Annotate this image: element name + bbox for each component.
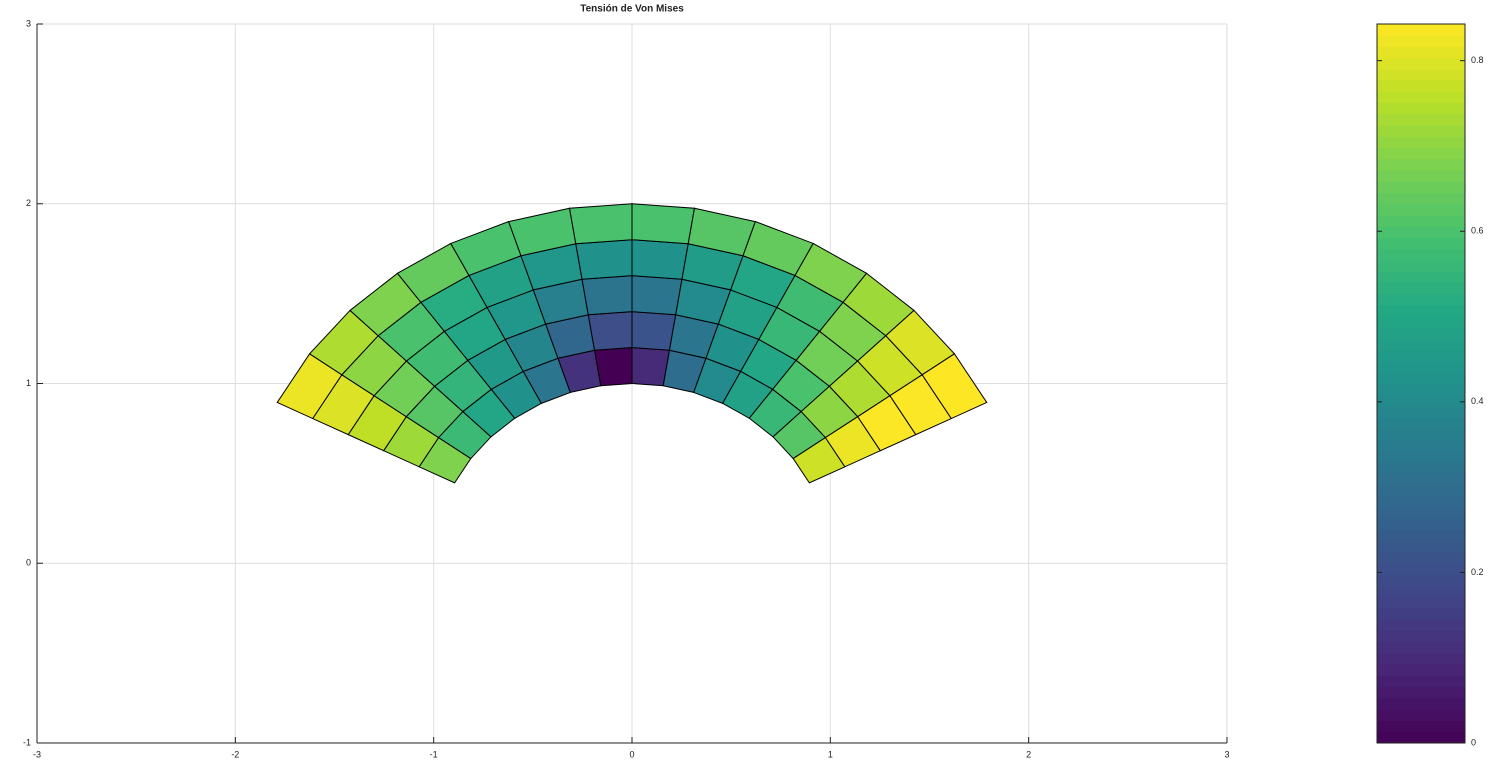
mesh-element	[581, 275, 633, 316]
colorbar-band	[1377, 428, 1465, 441]
colorbar-band	[1377, 372, 1465, 384]
colorbar-band	[1377, 68, 1465, 81]
x-tick-label: -3	[33, 749, 41, 759]
colorbar-band	[1377, 361, 1465, 373]
colorbar-band	[1377, 203, 1465, 216]
x-tick-label: 2	[1026, 749, 1031, 759]
colorbar-band	[1377, 304, 1465, 317]
colorbar-band	[1377, 394, 1465, 407]
colorbar-band	[1377, 585, 1465, 598]
colorbar-frame	[1376, 23, 1466, 744]
y-tick-label: 1	[26, 378, 31, 388]
mesh-element	[631, 203, 696, 245]
colorbar-band	[1377, 91, 1465, 104]
x-tick-label: 3	[1224, 749, 1229, 759]
colorbar-tick-label: 0	[1471, 737, 1476, 747]
y-tick-label: 0	[26, 558, 31, 568]
mesh-element	[587, 311, 633, 351]
colorbar-band	[1377, 57, 1465, 70]
colorbar-band	[1377, 46, 1465, 59]
colorbar-band	[1377, 259, 1465, 272]
chart-title: Tensión de Von Mises	[580, 4, 684, 15]
colorbar-band	[1377, 237, 1465, 250]
colorbar-band	[1377, 529, 1465, 542]
y-tick-label: 2	[26, 198, 31, 208]
colorbar-band	[1377, 214, 1465, 227]
colorbar-band	[1377, 125, 1465, 137]
colorbar-band	[1377, 417, 1465, 429]
colorbar-band	[1377, 552, 1465, 564]
colorbar-tick-label: 0.8	[1471, 55, 1484, 65]
colorbar-band	[1377, 630, 1465, 643]
colorbar-tick-label: 0.6	[1471, 226, 1484, 236]
colorbar-band	[1377, 136, 1465, 149]
colorbar-band	[1377, 80, 1465, 92]
y-tick-label: -1	[23, 737, 31, 747]
colorbar-tick-label: 0.4	[1471, 396, 1484, 406]
colorbar-band	[1377, 439, 1465, 452]
colorbar-band	[1377, 574, 1465, 587]
colorbar-band	[1377, 405, 1465, 418]
colorbar-band	[1377, 473, 1465, 486]
colorbar-band	[1377, 619, 1465, 632]
colorbar-band	[1377, 248, 1465, 261]
colorbar-band	[1377, 720, 1465, 733]
x-tick-label: -2	[231, 749, 239, 759]
colorbar-band	[1377, 349, 1465, 362]
colorbar-band	[1377, 462, 1465, 474]
colorbar-band	[1377, 226, 1465, 238]
colorbar-band	[1377, 675, 1465, 688]
colorbar-band	[1377, 596, 1465, 609]
colorbar-band	[1377, 686, 1465, 699]
colorbar-band	[1377, 338, 1465, 351]
mesh-element	[631, 311, 677, 351]
colorbar-band	[1377, 563, 1465, 575]
colorbar-band	[1377, 102, 1465, 115]
colorbar-band	[1377, 495, 1465, 508]
colorbar-band	[1377, 698, 1465, 710]
colorbar-band	[1377, 653, 1465, 665]
colorbar-band	[1377, 24, 1465, 36]
x-tick-label: -1	[430, 749, 438, 759]
colorbar-band	[1377, 731, 1465, 744]
colorbar-band	[1377, 507, 1465, 519]
y-tick-label: 3	[26, 18, 31, 28]
colorbar-band	[1377, 192, 1465, 205]
mesh-element	[921, 353, 988, 420]
colorbar-band	[1377, 540, 1465, 553]
mesh-element	[568, 203, 633, 245]
x-tick-label: 0	[629, 749, 634, 759]
colorbar-band	[1377, 271, 1465, 283]
mesh-element	[631, 239, 689, 280]
colorbar-band	[1377, 518, 1465, 531]
colorbar-tick-label: 0.2	[1471, 567, 1484, 577]
mesh-element	[593, 347, 633, 387]
colorbar-band	[1377, 709, 1465, 722]
colorbar-band	[1377, 147, 1465, 160]
mesh-element	[631, 275, 683, 316]
colorbar-band	[1377, 181, 1465, 194]
colorbar-band	[1377, 608, 1465, 620]
colorbar-band	[1377, 641, 1465, 654]
colorbar-band	[1377, 282, 1465, 295]
x-tick-label: 1	[828, 749, 833, 759]
colorbar-band	[1377, 450, 1465, 463]
colorbar-band	[1377, 316, 1465, 328]
colorbar-band	[1377, 293, 1465, 306]
colorbar-band	[1377, 664, 1465, 677]
colorbar-band	[1377, 158, 1465, 171]
mesh-element	[575, 239, 633, 280]
colorbar-band	[1377, 170, 1465, 182]
colorbar-band	[1377, 327, 1465, 340]
colorbar-band	[1377, 383, 1465, 396]
colorbar-band	[1377, 484, 1465, 497]
colorbar-band	[1377, 113, 1465, 126]
colorbar-band	[1377, 35, 1465, 47]
